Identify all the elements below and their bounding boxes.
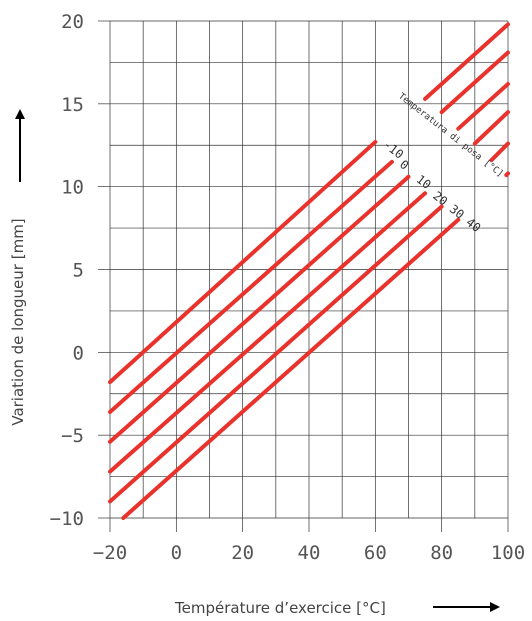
x-tick-label: −20 [93, 542, 127, 564]
x-axis-title: Température d’exercice [°C] [174, 599, 386, 617]
x-tick-label: 60 [364, 542, 387, 564]
y-tick-labels: −10 −5 0 5 10 15 20 [50, 11, 84, 530]
y-tick-label: 20 [61, 11, 84, 33]
series-label-5: 40 [463, 215, 483, 235]
series-line-9 [472, 110, 510, 146]
series-line-7 [439, 50, 510, 115]
series-line-1 [108, 159, 394, 414]
series-lines [108, 22, 510, 520]
x-tick-label: 100 [491, 542, 525, 564]
x-tick-label: 80 [430, 542, 453, 564]
y-tick-label: 15 [61, 94, 84, 116]
y-tick-label: −5 [61, 425, 84, 447]
series-label-3: 20 [430, 189, 450, 209]
series-line-4 [108, 204, 444, 504]
x-tick-label: 40 [298, 542, 321, 564]
x-tick-labels: −20 0 20 40 60 80 100 [93, 542, 525, 564]
series-label-4: 30 [447, 202, 467, 222]
series-line-6 [423, 22, 510, 101]
series-line-0 [108, 139, 378, 385]
series-line-3 [108, 191, 428, 474]
y-tick-label: 10 [61, 177, 84, 199]
series-line-2 [108, 174, 411, 444]
series-line-8 [456, 81, 510, 131]
x-tick-label: 0 [171, 542, 182, 564]
y-tick-label: 5 [73, 260, 84, 282]
y-tick-label: −10 [50, 508, 84, 530]
series-label-0: -10 [380, 137, 406, 161]
series-line-5 [121, 217, 461, 520]
series-line-11 [504, 171, 510, 178]
series-label-2: 10 [414, 172, 434, 192]
y-axis-title: Variation de longueur [mm] [9, 218, 27, 425]
x-tick-label: 20 [231, 542, 254, 564]
y-tick-label: 0 [73, 342, 84, 364]
series-line-10 [489, 141, 510, 163]
